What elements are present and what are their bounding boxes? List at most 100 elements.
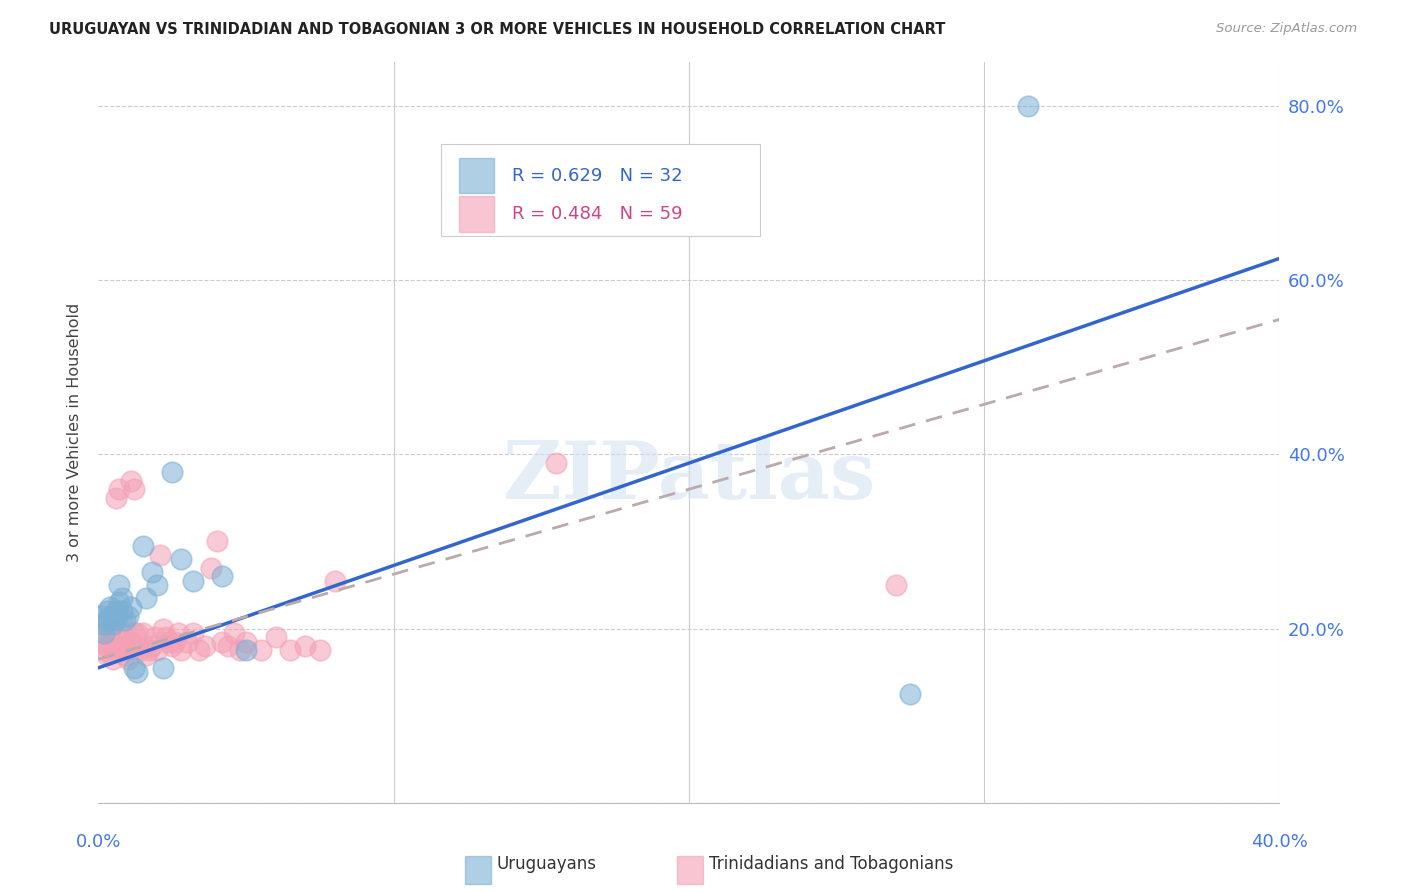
Point bbox=[146, 643, 169, 657]
Point bbox=[162, 639, 183, 653]
Point bbox=[96, 639, 118, 653]
Point bbox=[125, 639, 148, 653]
Point bbox=[264, 630, 287, 644]
Point bbox=[103, 617, 125, 632]
FancyBboxPatch shape bbox=[678, 856, 703, 884]
Point bbox=[93, 626, 115, 640]
Point bbox=[98, 599, 121, 614]
Point bbox=[111, 604, 134, 618]
Point bbox=[170, 552, 193, 566]
Point bbox=[323, 574, 346, 588]
Point bbox=[176, 634, 198, 648]
Point bbox=[157, 634, 180, 648]
Text: 40.0%: 40.0% bbox=[1251, 833, 1308, 851]
Point bbox=[111, 613, 134, 627]
Point bbox=[224, 626, 246, 640]
Point bbox=[114, 648, 136, 662]
Point bbox=[114, 634, 136, 648]
Point bbox=[235, 634, 257, 648]
Point bbox=[138, 643, 160, 657]
Point bbox=[111, 626, 134, 640]
Point bbox=[128, 643, 150, 657]
FancyBboxPatch shape bbox=[458, 196, 494, 232]
Point bbox=[117, 608, 139, 623]
Point bbox=[309, 643, 332, 657]
Point bbox=[120, 474, 142, 488]
FancyBboxPatch shape bbox=[458, 158, 494, 194]
Text: 0.0%: 0.0% bbox=[76, 833, 121, 851]
Point bbox=[105, 491, 128, 505]
Point bbox=[141, 565, 163, 579]
Point bbox=[93, 617, 115, 632]
Point bbox=[108, 482, 131, 496]
Point bbox=[117, 652, 139, 666]
Point bbox=[93, 626, 115, 640]
Point bbox=[181, 574, 204, 588]
Text: URUGUAYAN VS TRINIDADIAN AND TOBAGONIAN 3 OR MORE VEHICLES IN HOUSEHOLD CORRELAT: URUGUAYAN VS TRINIDADIAN AND TOBAGONIAN … bbox=[49, 22, 946, 37]
Point bbox=[143, 630, 166, 644]
Point bbox=[103, 652, 125, 666]
Point bbox=[152, 661, 174, 675]
Point bbox=[108, 595, 131, 609]
Point bbox=[900, 687, 922, 701]
Point bbox=[114, 613, 136, 627]
Point bbox=[280, 643, 302, 657]
Point bbox=[211, 569, 233, 583]
Point bbox=[96, 613, 118, 627]
Point bbox=[90, 634, 112, 648]
Text: Uruguayans: Uruguayans bbox=[496, 855, 596, 872]
Y-axis label: 3 or more Vehicles in Household: 3 or more Vehicles in Household bbox=[67, 303, 83, 562]
Point bbox=[111, 591, 134, 606]
FancyBboxPatch shape bbox=[441, 144, 759, 236]
Text: Trinidadians and Tobagonians: Trinidadians and Tobagonians bbox=[709, 855, 953, 872]
Point bbox=[108, 639, 131, 653]
Point bbox=[103, 626, 125, 640]
Point bbox=[135, 591, 157, 606]
Point bbox=[105, 604, 128, 618]
Point bbox=[205, 534, 228, 549]
Point bbox=[132, 626, 155, 640]
Point bbox=[217, 639, 239, 653]
Point bbox=[546, 456, 568, 470]
Text: ZIPatlas: ZIPatlas bbox=[503, 438, 875, 516]
Point bbox=[162, 465, 183, 479]
Point bbox=[229, 643, 252, 657]
Point bbox=[1018, 99, 1040, 113]
Point bbox=[235, 643, 257, 657]
Point bbox=[120, 599, 142, 614]
Point bbox=[98, 608, 121, 623]
Point bbox=[155, 630, 177, 644]
Point bbox=[170, 643, 193, 657]
Point bbox=[105, 643, 128, 657]
Text: Source: ZipAtlas.com: Source: ZipAtlas.com bbox=[1216, 22, 1357, 36]
Point bbox=[125, 626, 148, 640]
Point bbox=[125, 665, 148, 680]
Point bbox=[132, 539, 155, 553]
Point bbox=[93, 643, 115, 657]
Point bbox=[98, 622, 121, 636]
Point bbox=[250, 643, 273, 657]
Point bbox=[167, 626, 190, 640]
Point bbox=[165, 634, 187, 648]
Point bbox=[211, 634, 233, 648]
Point bbox=[884, 578, 907, 592]
Point bbox=[98, 634, 121, 648]
Point bbox=[96, 604, 118, 618]
Point bbox=[122, 626, 145, 640]
Point bbox=[200, 560, 222, 574]
Point bbox=[146, 578, 169, 592]
Point bbox=[117, 643, 139, 657]
Point bbox=[187, 643, 209, 657]
Point bbox=[122, 661, 145, 675]
Point bbox=[108, 578, 131, 592]
Point bbox=[194, 639, 217, 653]
Point bbox=[90, 608, 112, 623]
Point bbox=[294, 639, 316, 653]
Point bbox=[103, 608, 125, 623]
FancyBboxPatch shape bbox=[464, 856, 491, 884]
Text: R = 0.484   N = 59: R = 0.484 N = 59 bbox=[512, 205, 682, 223]
Point bbox=[96, 648, 118, 662]
Point bbox=[149, 548, 172, 562]
Point bbox=[122, 482, 145, 496]
Point bbox=[152, 622, 174, 636]
